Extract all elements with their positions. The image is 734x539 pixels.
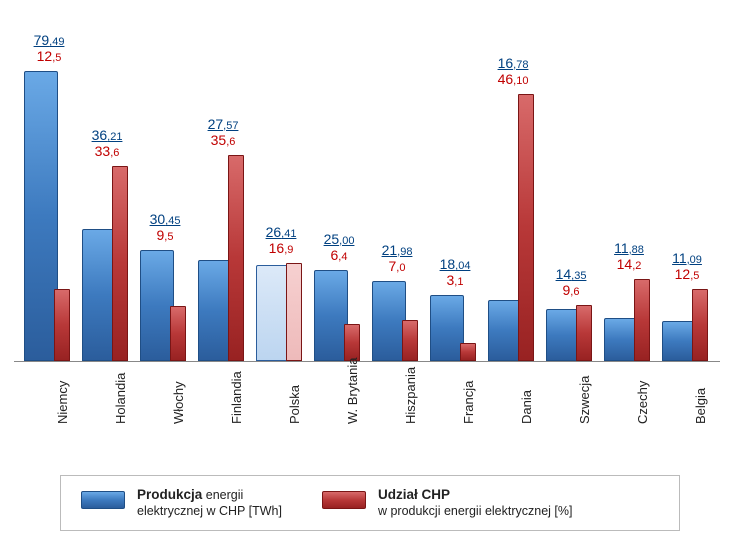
x-axis-labels: Niemcy Holandia Włochy Finlandia Polska W. Br…: [14, 370, 720, 470]
value-labels: 26,4116,9: [254, 225, 308, 257]
bar-share: [692, 289, 708, 362]
value-labels: 30,459,5: [138, 212, 192, 244]
x-label: Holandia: [113, 370, 128, 424]
x-label: Włochy: [171, 370, 186, 424]
value-labels: 27,5735,6: [196, 117, 250, 149]
legend-text-share: Udział CHP w produkcji energii elektrycz…: [378, 487, 573, 519]
value-labels: 79,4912,5: [22, 33, 76, 65]
bar-share: [518, 94, 534, 361]
bar-share: [112, 166, 128, 361]
bar-group: 11,8814,2: [602, 12, 656, 361]
bar-share: [344, 324, 360, 361]
bar-group: 25,006,4: [312, 12, 366, 361]
bar-production: [662, 321, 696, 361]
chart-area: 79,4912,5 36,2133,6 30,459,5 27,5735,6 26,41…: [14, 12, 720, 362]
bar-group: 21,987,0: [370, 12, 424, 361]
bar-production: [430, 295, 464, 361]
x-label: W. Brytania: [345, 370, 360, 424]
bar-group: 79,4912,5: [22, 12, 76, 361]
x-label: Belgia: [693, 370, 708, 424]
bar-group: 11,0912,5: [660, 12, 714, 361]
value-labels: 25,006,4: [312, 232, 366, 264]
x-label: Francja: [461, 370, 476, 424]
bar-group: 36,2133,6: [80, 12, 134, 361]
bar-share: [634, 279, 650, 361]
legend-item-production: Produkcja energii elektrycznej w CHP [TW…: [81, 487, 282, 519]
bar-share: [460, 343, 476, 361]
bar-production: [604, 318, 638, 361]
bar-group: 27,5735,6: [196, 12, 250, 361]
legend-item-share: Udział CHP w produkcji energii elektrycz…: [322, 487, 573, 519]
legend-text-production: Produkcja energii elektrycznej w CHP [TW…: [137, 487, 282, 519]
x-label: Szwecja: [577, 370, 592, 424]
value-labels: 14,359,6: [544, 267, 598, 299]
value-labels: 11,8814,2: [602, 241, 656, 273]
bar-production: [198, 260, 232, 361]
value-labels: 18,043,1: [428, 257, 482, 289]
legend-swatch-blue: [81, 491, 125, 509]
bar-production: [372, 281, 406, 361]
bar-production: [24, 71, 58, 361]
legend: Produkcja energii elektrycznej w CHP [TW…: [60, 475, 680, 531]
x-label: Niemcy: [55, 370, 70, 424]
bar-production: [82, 229, 116, 361]
x-label: Czechy: [635, 370, 650, 424]
value-labels: 21,987,0: [370, 243, 424, 275]
x-label: Finlandia: [229, 370, 244, 424]
value-labels: 16,7846,10: [486, 56, 540, 88]
legend-swatch-red: [322, 491, 366, 509]
bar-production: [488, 300, 522, 361]
bar-production: [256, 265, 290, 361]
bar-share: [228, 155, 244, 361]
bar-production: [140, 250, 174, 361]
bar-share: [286, 263, 302, 361]
bar-group: 30,459,5: [138, 12, 192, 361]
value-labels: 11,0912,5: [660, 251, 714, 283]
bar-share: [54, 289, 70, 362]
bar-group: 18,043,1: [428, 12, 482, 361]
bar-share: [402, 320, 418, 361]
x-label: Dania: [519, 370, 534, 424]
bar-share: [576, 305, 592, 361]
bar-production: [314, 270, 348, 361]
bar-share: [170, 306, 186, 361]
bar-group: 26,4116,9: [254, 12, 308, 361]
bar-production: [546, 309, 580, 361]
value-labels: 36,2133,6: [80, 128, 134, 160]
x-label: Hiszpania: [403, 370, 418, 424]
bar-group: 14,359,6: [544, 12, 598, 361]
bar-group: 16,7846,10: [486, 12, 540, 361]
x-label: Polska: [287, 370, 302, 424]
